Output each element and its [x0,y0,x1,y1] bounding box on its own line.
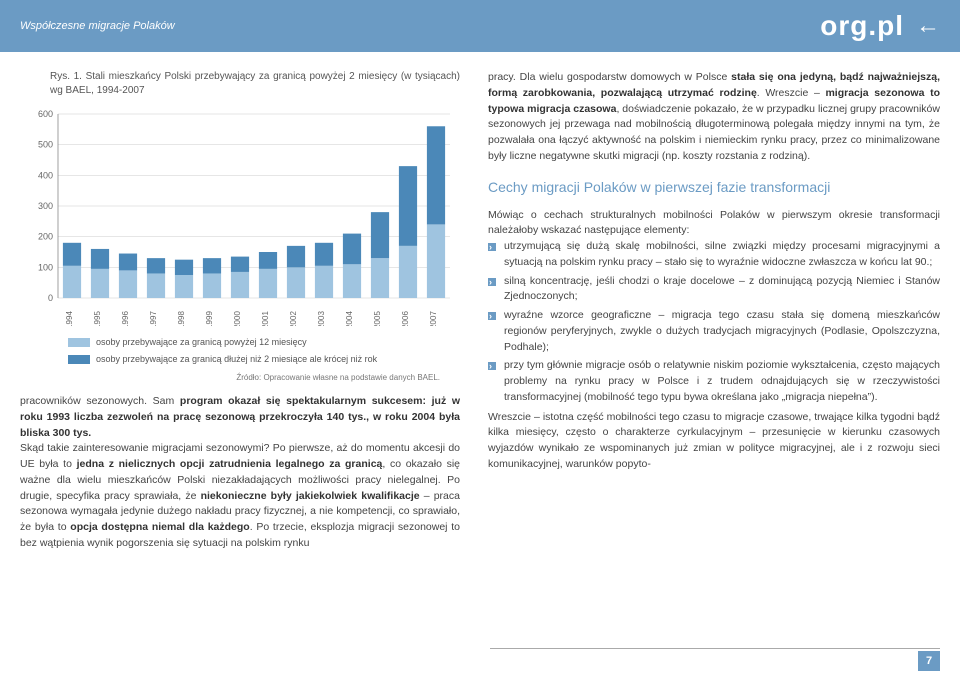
bullets-intro: Mówiąc o cechach strukturalnych mobilnoś… [488,208,940,240]
figure-number: Rys. 1. [50,71,82,82]
legend-item: osoby przebywające za granicą powyżej 12… [68,336,460,350]
chart-legend: osoby przebywające za granicą powyżej 12… [68,336,460,366]
svg-text:2005: 2005 [373,311,382,326]
svg-text:200: 200 [38,232,53,242]
legend-label: osoby przebywające za granicą powyżej 12… [96,336,307,350]
list-item: ›utrzymującą się dużą skalę mobilności, … [488,239,940,271]
right-column: pracy. Dla wielu gospodarstw domowych w … [488,70,940,552]
svg-text:600: 600 [38,109,53,119]
figure-title: Stali mieszkańcy Polski przebywający za … [50,71,460,96]
right-body-p1: pracy. Dla wielu gospodarstw domowych w … [488,70,940,165]
svg-text:2007: 2007 [429,311,438,326]
svg-text:1998: 1998 [177,311,186,326]
chart-source: Źródło: Opracowanie własne na podstawie … [20,372,440,384]
legend-swatch-icon [68,355,90,364]
svg-text:500: 500 [38,140,53,150]
section-heading: Cechy migracji Polaków w pierwszej fazie… [488,177,940,198]
feature-list: ›utrzymującą się dużą skalę mobilności, … [488,239,940,406]
svg-text:2004: 2004 [345,311,354,326]
svg-text:100: 100 [38,262,53,272]
svg-text:2001: 2001 [261,311,270,326]
svg-text:1996: 1996 [121,311,130,326]
legend-item: osoby przebywające za granicą dłużej niż… [68,353,460,367]
back-arrow-icon[interactable]: ← [916,12,940,40]
svg-text:2000: 2000 [233,311,242,326]
svg-text:2003: 2003 [317,311,326,326]
legend-label: osoby przebywające za granicą dłużej niż… [96,353,377,367]
svg-text:0: 0 [48,293,53,303]
svg-text:400: 400 [38,170,53,180]
bar-chart: 0 100 200 300 400 500 600 1994 1995 1996 1997 1998 1… [20,106,460,326]
content-area: Rys. 1. Stali mieszkańcy Polski przebywa… [0,52,960,562]
svg-text:1995: 1995 [93,311,102,326]
svg-text:1994: 1994 [65,311,74,326]
list-item: ›silną koncentrację, jeśli chodzi o kraj… [488,274,940,306]
footer-rule [490,648,940,649]
left-body-text: pracowników sezonowych. Sam program okaz… [20,394,460,552]
site-logo: org.pl [820,10,904,42]
list-item: ›przy tym głównie migracje osób o relaty… [488,358,940,405]
left-column: Rys. 1. Stali mieszkańcy Polski przebywa… [20,70,460,552]
header-breadcrumb: Współczesne migracje Polaków [20,20,175,32]
right-outro: Wreszcie – istotna część mobilności tego… [488,410,940,473]
legend-swatch-icon [68,338,90,347]
svg-text:300: 300 [38,201,53,211]
page-number: 7 [918,651,940,671]
svg-text:2002: 2002 [289,311,298,326]
list-item: ›wyraźne wzorce geograficzne – migracja … [488,308,940,355]
svg-text:1997: 1997 [149,311,158,326]
figure-caption: Rys. 1. Stali mieszkańcy Polski przebywa… [50,70,460,98]
svg-text:2006: 2006 [401,311,410,326]
header-right: org.pl ← [820,10,940,42]
page-header: Współczesne migracje Polaków org.pl ← [0,0,960,52]
svg-text:1999: 1999 [205,311,214,326]
